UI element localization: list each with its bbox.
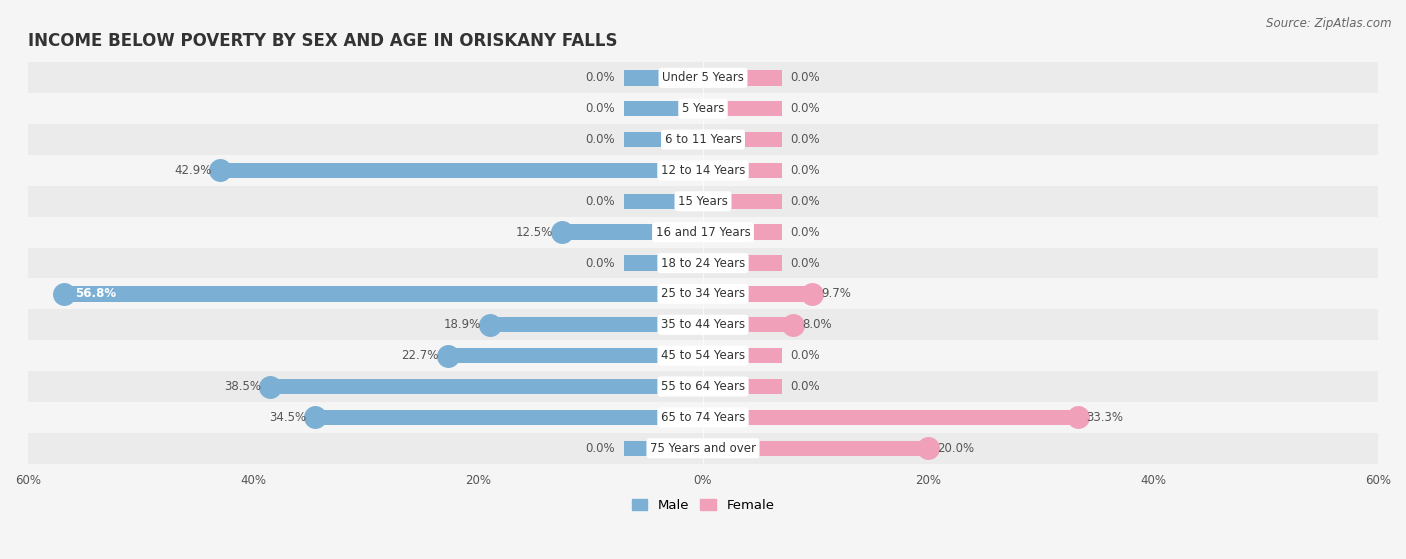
Text: 0.0%: 0.0%: [586, 195, 616, 208]
Bar: [270, 379, 703, 394]
Text: 0.0%: 0.0%: [790, 164, 820, 177]
Bar: [624, 101, 703, 116]
Bar: [28, 248, 1378, 278]
Bar: [624, 440, 703, 456]
Text: Source: ZipAtlas.com: Source: ZipAtlas.com: [1267, 17, 1392, 30]
Text: 6 to 11 Years: 6 to 11 Years: [665, 133, 741, 146]
Bar: [28, 371, 1378, 402]
Bar: [703, 163, 782, 178]
Text: 56.8%: 56.8%: [76, 287, 117, 300]
Text: 0.0%: 0.0%: [586, 442, 616, 454]
Text: 12 to 14 Years: 12 to 14 Years: [661, 164, 745, 177]
Text: 42.9%: 42.9%: [174, 164, 211, 177]
Bar: [28, 433, 1378, 463]
Bar: [28, 217, 1378, 248]
Text: 45 to 54 Years: 45 to 54 Years: [661, 349, 745, 362]
Bar: [624, 193, 703, 209]
Text: 9.7%: 9.7%: [821, 287, 851, 300]
Legend: Male, Female: Male, Female: [626, 494, 780, 517]
Bar: [703, 132, 782, 148]
Bar: [703, 193, 782, 209]
Text: 15 Years: 15 Years: [678, 195, 728, 208]
Text: 18 to 24 Years: 18 to 24 Years: [661, 257, 745, 269]
Bar: [28, 93, 1378, 124]
Text: 8.0%: 8.0%: [801, 318, 831, 331]
Bar: [221, 163, 703, 178]
Text: 22.7%: 22.7%: [401, 349, 439, 362]
Bar: [703, 410, 1077, 425]
Text: Under 5 Years: Under 5 Years: [662, 72, 744, 84]
Text: 34.5%: 34.5%: [269, 411, 307, 424]
Bar: [703, 348, 782, 363]
Bar: [28, 124, 1378, 155]
Bar: [703, 379, 782, 394]
Bar: [28, 402, 1378, 433]
Text: 0.0%: 0.0%: [790, 195, 820, 208]
Text: 0.0%: 0.0%: [790, 349, 820, 362]
Text: 18.9%: 18.9%: [444, 318, 481, 331]
Bar: [703, 286, 813, 302]
Bar: [315, 410, 703, 425]
Text: 5 Years: 5 Years: [682, 102, 724, 115]
Bar: [703, 70, 782, 86]
Text: INCOME BELOW POVERTY BY SEX AND AGE IN ORISKANY FALLS: INCOME BELOW POVERTY BY SEX AND AGE IN O…: [28, 32, 617, 50]
Text: 0.0%: 0.0%: [790, 226, 820, 239]
Text: 20.0%: 20.0%: [936, 442, 974, 454]
Text: 0.0%: 0.0%: [790, 380, 820, 393]
Text: 75 Years and over: 75 Years and over: [650, 442, 756, 454]
Bar: [28, 63, 1378, 93]
Text: 35 to 44 Years: 35 to 44 Years: [661, 318, 745, 331]
Bar: [703, 255, 782, 271]
Bar: [703, 317, 793, 333]
Text: 0.0%: 0.0%: [790, 257, 820, 269]
Text: 0.0%: 0.0%: [586, 133, 616, 146]
Text: 25 to 34 Years: 25 to 34 Years: [661, 287, 745, 300]
Bar: [28, 278, 1378, 309]
Bar: [491, 317, 703, 333]
Bar: [624, 70, 703, 86]
Bar: [28, 155, 1378, 186]
Text: 38.5%: 38.5%: [224, 380, 262, 393]
Text: 0.0%: 0.0%: [586, 257, 616, 269]
Text: 0.0%: 0.0%: [790, 133, 820, 146]
Text: 0.0%: 0.0%: [586, 102, 616, 115]
Bar: [447, 348, 703, 363]
Text: 55 to 64 Years: 55 to 64 Years: [661, 380, 745, 393]
Bar: [28, 186, 1378, 217]
Bar: [28, 309, 1378, 340]
Text: 33.3%: 33.3%: [1087, 411, 1123, 424]
Bar: [703, 225, 782, 240]
Bar: [703, 440, 928, 456]
Bar: [65, 286, 703, 302]
Text: 0.0%: 0.0%: [586, 72, 616, 84]
Bar: [703, 101, 782, 116]
Bar: [562, 225, 703, 240]
Text: 65 to 74 Years: 65 to 74 Years: [661, 411, 745, 424]
Text: 0.0%: 0.0%: [790, 72, 820, 84]
Text: 16 and 17 Years: 16 and 17 Years: [655, 226, 751, 239]
Bar: [624, 255, 703, 271]
Bar: [624, 132, 703, 148]
Text: 12.5%: 12.5%: [516, 226, 554, 239]
Text: 0.0%: 0.0%: [790, 102, 820, 115]
Bar: [28, 340, 1378, 371]
